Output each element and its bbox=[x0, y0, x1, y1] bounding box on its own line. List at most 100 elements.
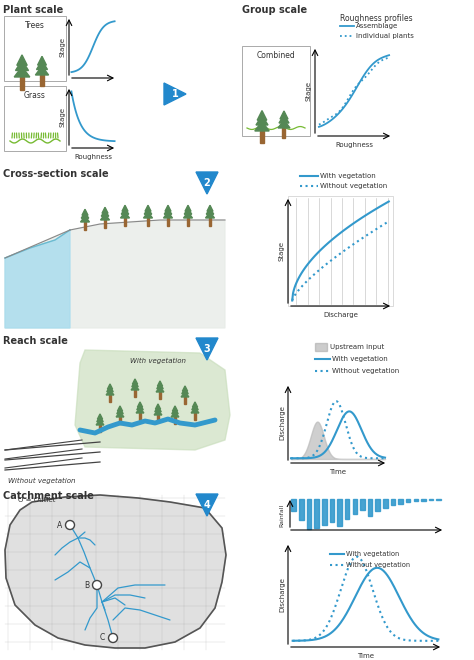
Text: O = Outlet: O = Outlet bbox=[18, 497, 55, 503]
Polygon shape bbox=[108, 384, 113, 389]
Polygon shape bbox=[182, 386, 188, 391]
Circle shape bbox=[92, 581, 101, 589]
Text: With vegetation: With vegetation bbox=[346, 551, 399, 557]
Polygon shape bbox=[102, 207, 108, 213]
Bar bbox=[288, 196, 393, 306]
Polygon shape bbox=[14, 67, 30, 77]
Polygon shape bbox=[136, 408, 144, 413]
Polygon shape bbox=[192, 405, 198, 410]
Bar bbox=[283, 128, 285, 138]
Text: Cross-section scale: Cross-section scale bbox=[3, 169, 109, 179]
Polygon shape bbox=[206, 209, 214, 214]
Polygon shape bbox=[137, 405, 143, 410]
Polygon shape bbox=[255, 121, 269, 131]
Bar bbox=[184, 397, 186, 403]
Polygon shape bbox=[100, 214, 109, 220]
Bar bbox=[368, 499, 372, 515]
Text: Grass: Grass bbox=[24, 91, 46, 100]
Polygon shape bbox=[132, 381, 138, 387]
Bar bbox=[84, 222, 86, 230]
Polygon shape bbox=[155, 404, 161, 409]
Polygon shape bbox=[37, 56, 46, 65]
Polygon shape bbox=[121, 209, 129, 214]
Polygon shape bbox=[256, 115, 268, 125]
Polygon shape bbox=[184, 209, 192, 214]
Polygon shape bbox=[206, 212, 215, 218]
Text: With vegetation: With vegetation bbox=[320, 173, 376, 179]
Text: Individual plants: Individual plants bbox=[356, 33, 414, 39]
Text: Roughness profiles: Roughness profiles bbox=[340, 14, 413, 23]
Text: Plant scale: Plant scale bbox=[3, 5, 63, 15]
Bar bbox=[119, 417, 121, 424]
Polygon shape bbox=[171, 412, 179, 417]
Polygon shape bbox=[207, 205, 213, 211]
Bar bbox=[292, 499, 296, 511]
Text: Combined: Combined bbox=[256, 51, 295, 60]
Text: Rainfall: Rainfall bbox=[280, 504, 284, 527]
Polygon shape bbox=[279, 115, 289, 123]
Bar bbox=[109, 395, 111, 401]
Text: Roughness: Roughness bbox=[335, 142, 373, 148]
Bar bbox=[99, 425, 101, 432]
Polygon shape bbox=[116, 412, 124, 417]
Bar bbox=[337, 499, 342, 526]
Bar bbox=[391, 499, 395, 505]
Bar bbox=[209, 218, 211, 226]
Bar bbox=[157, 415, 159, 422]
Polygon shape bbox=[196, 494, 218, 516]
Polygon shape bbox=[101, 211, 109, 216]
Polygon shape bbox=[278, 120, 290, 128]
Text: Reach scale: Reach scale bbox=[3, 336, 68, 346]
Text: 1: 1 bbox=[172, 89, 178, 99]
Bar bbox=[360, 499, 365, 510]
Text: 4: 4 bbox=[204, 500, 210, 510]
Polygon shape bbox=[120, 212, 129, 218]
Text: Upstream input: Upstream input bbox=[330, 344, 384, 350]
Bar bbox=[194, 413, 196, 420]
Text: A: A bbox=[57, 521, 62, 529]
Text: Group scale: Group scale bbox=[242, 5, 307, 15]
Polygon shape bbox=[191, 408, 199, 413]
Bar bbox=[134, 390, 136, 397]
Text: Without vegetation: Without vegetation bbox=[8, 478, 75, 484]
Polygon shape bbox=[75, 350, 230, 450]
Text: Discharge: Discharge bbox=[279, 577, 285, 612]
Text: Without vegetation: Without vegetation bbox=[320, 183, 387, 189]
Text: C: C bbox=[100, 634, 105, 642]
Bar bbox=[174, 417, 176, 424]
Text: With vegetation: With vegetation bbox=[332, 356, 388, 362]
Text: Stage: Stage bbox=[279, 241, 285, 261]
Text: Trees: Trees bbox=[25, 21, 45, 30]
Bar bbox=[187, 218, 189, 226]
Text: Without vegetation: Without vegetation bbox=[346, 562, 410, 568]
Bar bbox=[147, 218, 149, 226]
Polygon shape bbox=[154, 410, 162, 415]
Polygon shape bbox=[181, 392, 189, 397]
Polygon shape bbox=[172, 409, 178, 414]
Polygon shape bbox=[16, 60, 28, 71]
Polygon shape bbox=[182, 389, 188, 394]
Polygon shape bbox=[107, 387, 113, 392]
Bar bbox=[314, 499, 319, 527]
Polygon shape bbox=[144, 209, 152, 214]
Polygon shape bbox=[82, 209, 88, 215]
Text: Without vegetation: Without vegetation bbox=[332, 368, 399, 374]
Polygon shape bbox=[36, 61, 47, 69]
Bar bbox=[40, 75, 44, 86]
Bar bbox=[159, 392, 161, 399]
Polygon shape bbox=[122, 205, 128, 211]
Polygon shape bbox=[185, 205, 191, 211]
Polygon shape bbox=[81, 216, 90, 222]
Text: With vegetation: With vegetation bbox=[130, 358, 186, 364]
Polygon shape bbox=[165, 205, 171, 211]
Polygon shape bbox=[164, 209, 172, 214]
Polygon shape bbox=[36, 66, 49, 75]
Polygon shape bbox=[144, 212, 153, 218]
Polygon shape bbox=[157, 381, 163, 386]
Bar bbox=[375, 499, 380, 511]
Polygon shape bbox=[164, 83, 186, 105]
Text: Time: Time bbox=[329, 469, 346, 475]
Text: Assemblage: Assemblage bbox=[356, 23, 398, 29]
Polygon shape bbox=[131, 385, 139, 390]
Bar bbox=[421, 499, 426, 500]
